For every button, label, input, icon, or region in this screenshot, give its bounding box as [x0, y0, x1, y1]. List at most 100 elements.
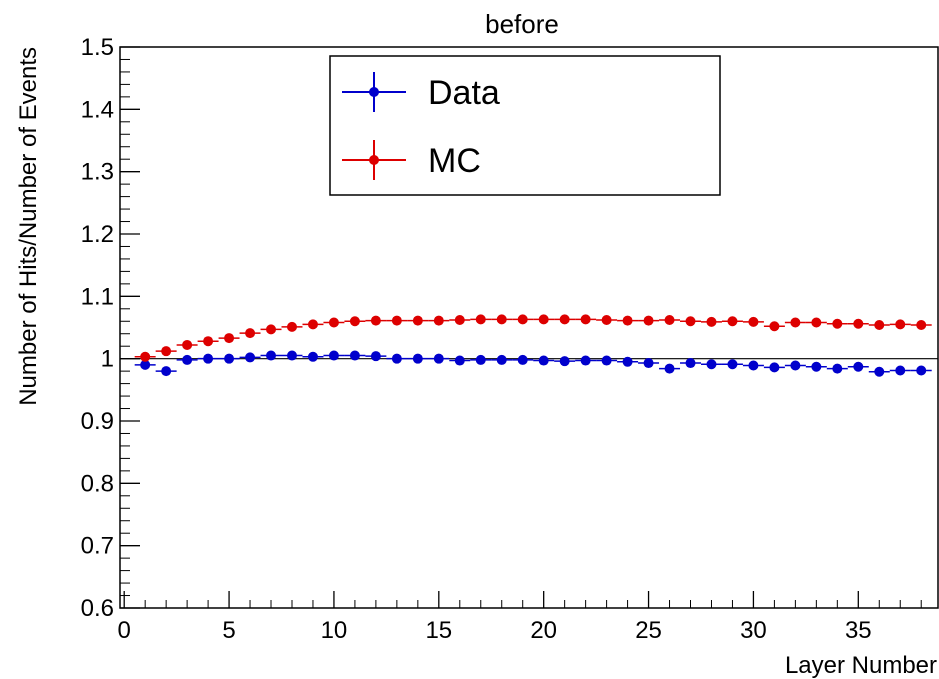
- data-point: [245, 328, 256, 339]
- data-point: [832, 363, 843, 374]
- x-tick-label: 15: [425, 617, 452, 644]
- data-point: [391, 315, 402, 326]
- data-point: [454, 355, 465, 366]
- data-point: [538, 314, 549, 325]
- data-point: [916, 320, 927, 331]
- data-point: [266, 350, 277, 361]
- data-point: [664, 363, 675, 374]
- data-point: [433, 353, 444, 364]
- series-data: [134, 350, 932, 377]
- data-point: [769, 321, 780, 332]
- data-point: [538, 355, 549, 366]
- data-point: [622, 315, 633, 326]
- data-point: [245, 352, 256, 363]
- y-tick-label: 1.4: [81, 96, 114, 123]
- data-point: [182, 339, 193, 350]
- data-point: [328, 350, 339, 361]
- legend: Data MC: [329, 55, 721, 196]
- x-tick-label: 0: [118, 617, 131, 644]
- data-point: [286, 350, 297, 361]
- y-tick-label: 1: [101, 346, 114, 373]
- data-point: [517, 354, 528, 365]
- data-point: [874, 366, 885, 377]
- data-point: [853, 318, 864, 329]
- data-point: [475, 314, 486, 325]
- x-tick-label: 25: [635, 617, 662, 644]
- data-point: [727, 316, 738, 327]
- data-point: [203, 336, 214, 347]
- data-point: [853, 361, 864, 372]
- series-mc: [134, 314, 932, 362]
- data-point: [706, 316, 717, 327]
- data-point: [412, 315, 423, 326]
- x-tick-label: 35: [845, 617, 872, 644]
- data-point: [895, 365, 906, 376]
- data-point: [328, 317, 339, 328]
- data-point: [182, 354, 193, 365]
- data-point: [286, 321, 297, 332]
- data-point: [161, 346, 172, 357]
- data-point: [224, 353, 235, 364]
- data-point: [559, 314, 570, 325]
- x-axis: 0 5 10 15 20 25 30 35: [118, 591, 922, 644]
- data-point: [307, 319, 318, 330]
- data-point: [454, 315, 465, 326]
- data-point: [224, 333, 235, 344]
- data-point: [811, 317, 822, 328]
- data-point: [140, 351, 151, 362]
- data-point: [559, 356, 570, 367]
- y-tick-label: 1.1: [81, 283, 114, 310]
- data-point: [601, 355, 612, 366]
- data-point: [307, 351, 318, 362]
- legend-entries: Data MC: [342, 72, 500, 180]
- y-tick-label: 1.5: [81, 34, 114, 61]
- data-point: [748, 316, 759, 327]
- data-point: [140, 359, 151, 370]
- data-point: [580, 314, 591, 325]
- y-tick-label: 1.2: [81, 221, 114, 248]
- data-point: [622, 356, 633, 367]
- data-point: [266, 324, 277, 335]
- data-point: [832, 318, 843, 329]
- data-point: [370, 315, 381, 326]
- y-tick-label: 0.6: [81, 595, 114, 622]
- data-point: [643, 358, 654, 369]
- y-tick-label: 0.9: [81, 408, 114, 435]
- series-layer: [134, 314, 932, 377]
- data-point: [706, 359, 717, 370]
- data-point: [643, 315, 654, 326]
- data-point: [895, 319, 906, 330]
- chart-title: before: [485, 9, 559, 39]
- x-tick-label: 20: [530, 617, 557, 644]
- data-point: [517, 314, 528, 325]
- data-point: [601, 315, 612, 326]
- data-point: [496, 354, 507, 365]
- legend-marker: [369, 155, 379, 165]
- legend-marker: [369, 87, 379, 97]
- data-point: [727, 359, 738, 370]
- data-point: [580, 355, 591, 366]
- data-point: [370, 351, 381, 362]
- y-tick-label: 0.7: [81, 533, 114, 560]
- data-point: [811, 361, 822, 372]
- data-point: [790, 360, 801, 371]
- data-point: [475, 354, 486, 365]
- data-point: [203, 353, 214, 364]
- y-axis-title: Number of Hits/Number of Events: [15, 47, 42, 406]
- legend-box: [329, 55, 721, 196]
- data-point: [685, 358, 696, 369]
- x-axis-title: Layer Number: [785, 652, 937, 679]
- data-point: [161, 366, 172, 377]
- y-tick-label: 1.3: [81, 159, 114, 186]
- data-point: [748, 360, 759, 371]
- legend-label: MC: [428, 142, 481, 180]
- data-point: [412, 353, 423, 364]
- data-point: [349, 350, 360, 361]
- data-point: [769, 362, 780, 373]
- data-point: [433, 315, 444, 326]
- data-point: [349, 316, 360, 327]
- data-point: [685, 316, 696, 327]
- data-point: [391, 353, 402, 364]
- data-point: [664, 315, 675, 326]
